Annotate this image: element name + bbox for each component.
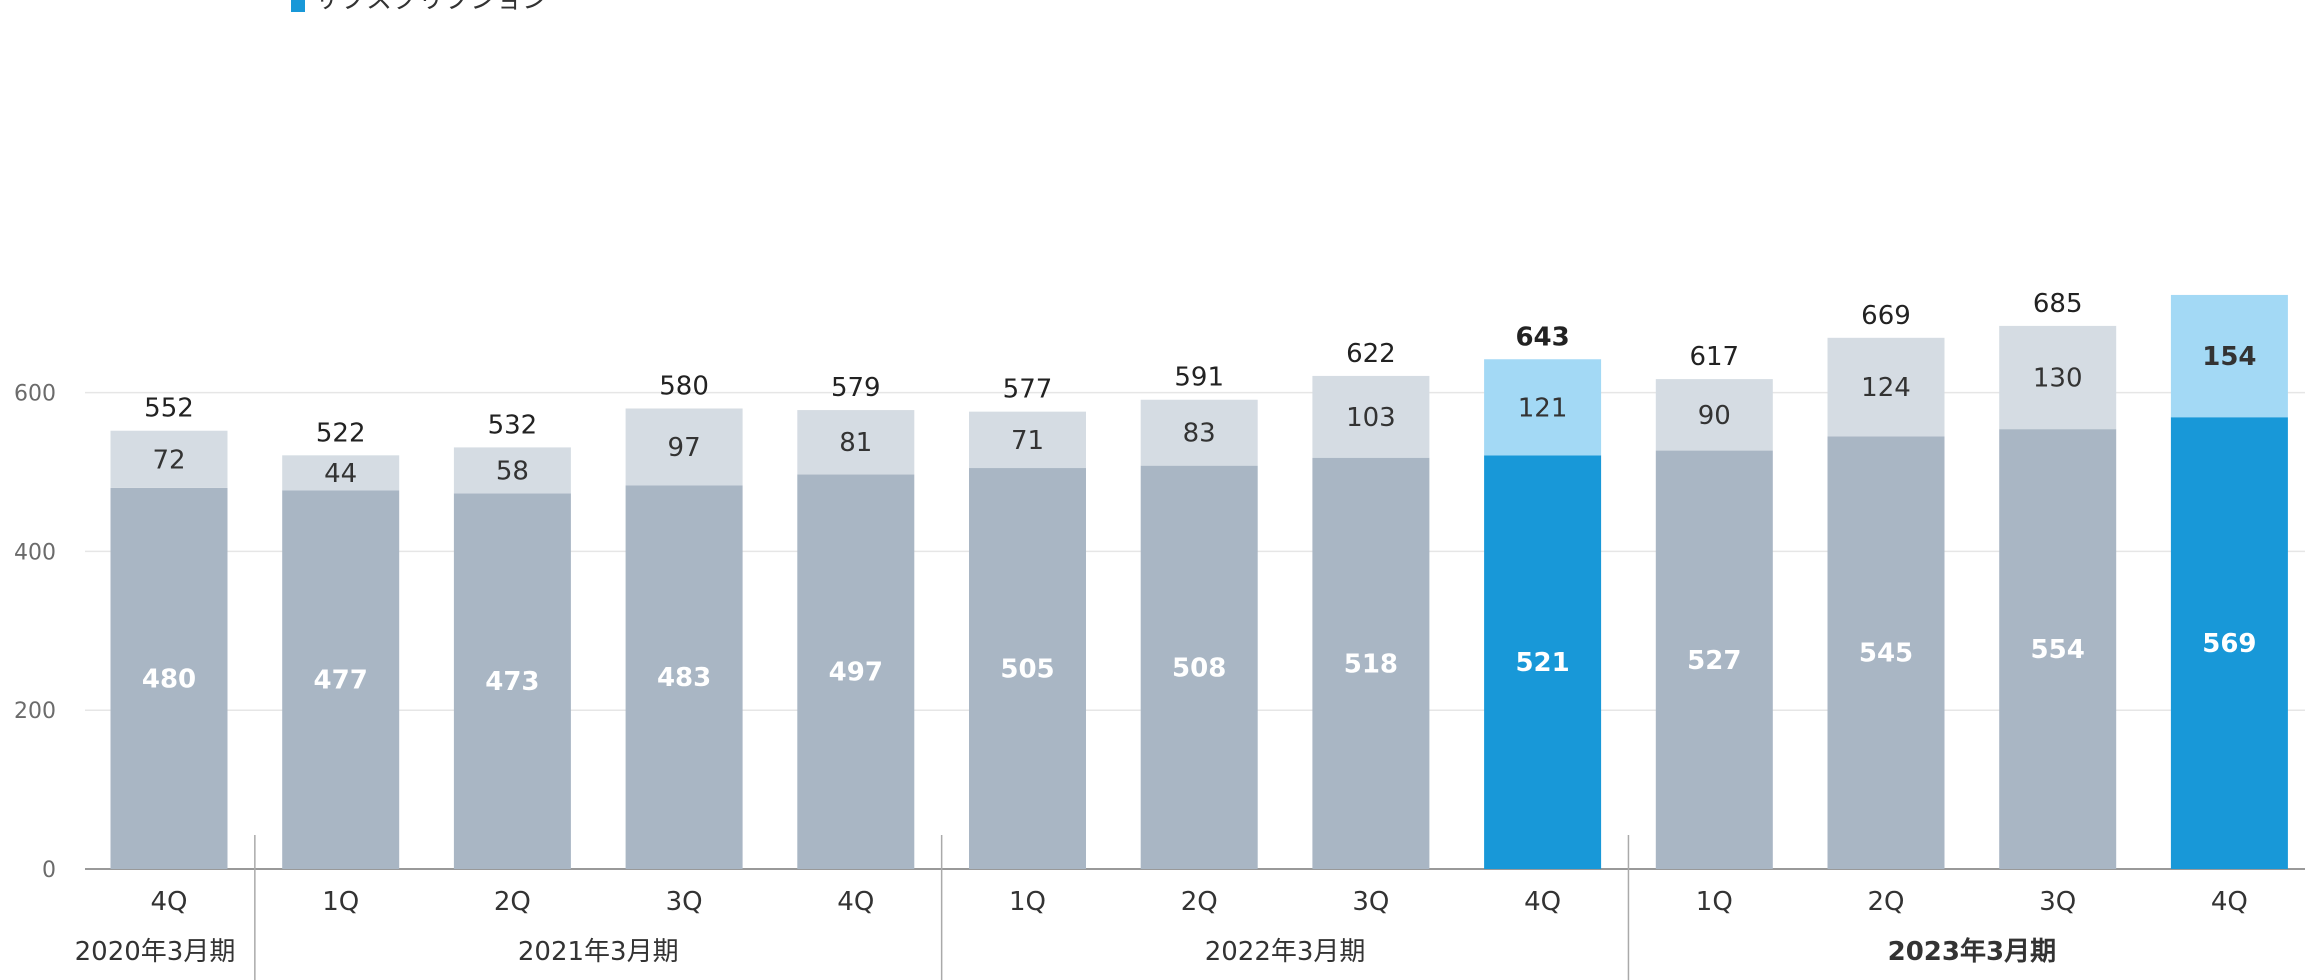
data-label-top: 103 [1346, 403, 1396, 433]
data-label-total: 669 [1861, 301, 1911, 331]
x-tick-label: 4Q [837, 887, 874, 917]
bar-subscription [625, 485, 743, 869]
y-tick-label: 200 [14, 699, 56, 724]
group-label: 2020年3月期 [75, 937, 236, 967]
bar-other [1484, 359, 1602, 456]
bar-other [282, 455, 400, 491]
data-label-total: 643 [1515, 322, 1569, 352]
x-tick-label: 1Q [1696, 887, 1733, 917]
data-label-bottom: 483 [657, 663, 711, 693]
data-label-bottom: 497 [829, 658, 883, 688]
data-label-top: 154 [2202, 342, 2256, 372]
bar-other [110, 430, 228, 488]
legend-swatch [291, 0, 305, 12]
y-tick-label: 400 [14, 540, 56, 565]
bar-other [1140, 399, 1258, 466]
x-tick-label: 3Q [2039, 887, 2076, 917]
bar-other [1312, 375, 1430, 458]
data-label-total: 552 [144, 394, 194, 424]
data-label-bottom: 527 [1687, 646, 1741, 676]
data-label-total: 580 [659, 371, 709, 401]
bar-other [1999, 325, 2117, 430]
y-tick-label: 600 [14, 382, 56, 407]
bar-subscription [2170, 417, 2288, 869]
bars [110, 294, 2288, 869]
data-label-top: 121 [1518, 393, 1568, 423]
bar-subscription [1999, 429, 2117, 869]
x-tick-label: 3Q [666, 887, 703, 917]
bar-other [1655, 379, 1773, 451]
bar-subscription [1312, 457, 1430, 869]
data-label-total: 685 [2033, 289, 2083, 319]
y-axis-ticks: 0 200 400 600 [14, 382, 56, 883]
chart-legend: サブスクリプション [291, 0, 548, 15]
data-label-top: 90 [1698, 401, 1731, 431]
bar-subscription [1140, 465, 1258, 869]
x-tick-label: 2Q [1867, 887, 1904, 917]
x-tick-label: 2Q [494, 887, 531, 917]
x-tick-label: 1Q [1009, 887, 1046, 917]
data-label-bottom: 569 [2202, 629, 2256, 659]
data-label-top: 72 [152, 445, 185, 475]
bar-other [453, 447, 571, 494]
x-tick-label: 1Q [322, 887, 359, 917]
data-label-total: 617 [1689, 342, 1739, 372]
bar-other [2170, 294, 2288, 418]
group-label: 2023年3月期 [1888, 936, 2056, 967]
data-label-bottom: 518 [1344, 649, 1398, 679]
data-label-bottom: 545 [1859, 639, 1913, 669]
y-tick-label: 0 [42, 858, 56, 883]
legend-label: サブスクリプション [314, 0, 548, 15]
bar-other [625, 408, 743, 486]
bar-labels: 480 72 552 477 44 522 473 58 532 483 97 580 497 81 579… [142, 289, 2257, 697]
data-label-bottom: 473 [485, 667, 539, 697]
x-tick-label: 4Q [1524, 887, 1561, 917]
bar-subscription [453, 493, 571, 869]
data-label-bottom: 477 [314, 666, 368, 696]
x-tick-label: 4Q [150, 887, 187, 917]
data-label-top: 44 [324, 459, 357, 489]
group-label: 2021年3月期 [518, 937, 679, 967]
data-label-total: 579 [831, 373, 881, 403]
data-label-total: 522 [316, 418, 366, 448]
data-label-total: 532 [488, 410, 538, 440]
bar-subscription [797, 474, 915, 869]
data-label-bottom: 505 [1000, 655, 1054, 685]
data-label-bottom: 554 [2031, 635, 2085, 665]
data-label-top: 58 [496, 456, 529, 486]
bar-subscription [969, 468, 1086, 869]
data-label-top: 124 [1861, 373, 1911, 403]
data-label-top: 130 [2033, 364, 2083, 394]
data-label-bottom: 508 [1172, 653, 1226, 683]
data-label-top: 71 [1011, 426, 1044, 456]
data-label-bottom: 521 [1515, 648, 1569, 678]
data-label-top: 83 [1183, 419, 1216, 449]
x-axis: 4Q 1Q 2Q 3Q 4Q 1Q 2Q 3Q 4Q 1Q 2Q 3Q 4Q 2020年3月期 2021年3… [75, 835, 2248, 980]
bar-subscription [110, 487, 228, 869]
bar-subscription [1484, 455, 1602, 869]
data-label-total: 577 [1003, 375, 1053, 405]
bar-other [797, 410, 915, 475]
data-label-total: 591 [1174, 363, 1224, 393]
bar-subscription [1827, 436, 1945, 869]
data-label-total: 622 [1346, 339, 1396, 369]
x-tick-label: 3Q [1352, 887, 1389, 917]
x-tick-label: 2Q [1181, 887, 1218, 917]
data-label-bottom: 480 [142, 664, 196, 694]
bar-other [969, 411, 1086, 469]
data-label-top: 81 [839, 428, 872, 458]
bar-other [1827, 337, 1945, 437]
data-label-top: 97 [668, 433, 701, 463]
x-tick-label: 4Q [2211, 887, 2248, 917]
bar-subscription [1655, 450, 1773, 869]
bar-subscription [282, 490, 400, 869]
group-label: 2022年3月期 [1205, 937, 1366, 967]
